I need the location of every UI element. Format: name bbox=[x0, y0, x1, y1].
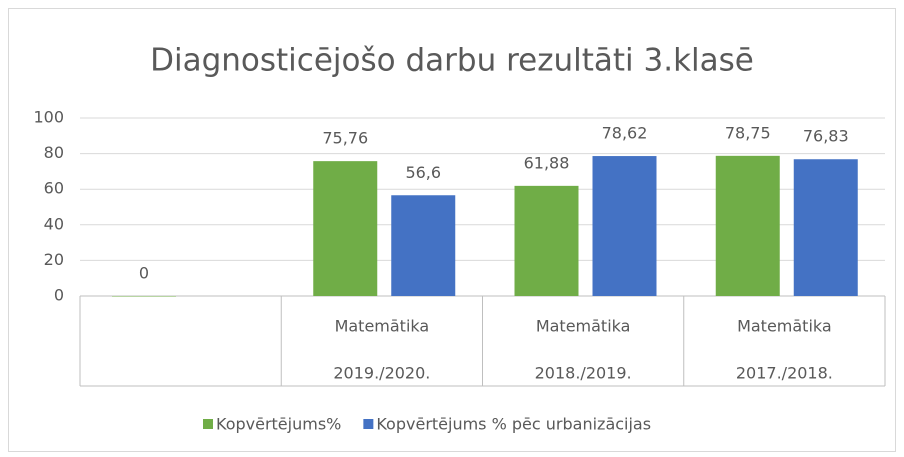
legend-swatch bbox=[363, 419, 374, 429]
data-label: 78,75 bbox=[725, 123, 771, 142]
y-tick-label: 60 bbox=[44, 179, 64, 198]
x-tick-label: 2017./2018. bbox=[736, 364, 833, 383]
y-tick-label: 40 bbox=[44, 214, 64, 233]
data-label: 61,88 bbox=[524, 153, 570, 172]
y-tick-label: 80 bbox=[44, 143, 64, 162]
data-label: 76,83 bbox=[803, 127, 849, 146]
data-label: 56,6 bbox=[405, 163, 441, 182]
data-label: 78,62 bbox=[602, 124, 648, 143]
y-tick-label: 0 bbox=[54, 286, 64, 305]
y-tick-label: 20 bbox=[44, 250, 64, 269]
bar bbox=[112, 296, 176, 297]
bar bbox=[793, 159, 858, 296]
legend-label: Kopvērtējums % pēc urbanizācijas bbox=[376, 415, 651, 434]
bar bbox=[715, 155, 780, 296]
y-tick-label: 100 bbox=[33, 108, 64, 127]
bar bbox=[391, 195, 456, 296]
chart-title: Diagnosticējošo darbu rezultāti 3.klasē bbox=[150, 43, 754, 79]
legend-swatch bbox=[203, 419, 213, 429]
data-label: 75,76 bbox=[322, 129, 368, 148]
x-tick-label: 2018./2019. bbox=[535, 364, 632, 383]
bar bbox=[514, 185, 579, 296]
data-label: 0 bbox=[139, 264, 149, 283]
bar bbox=[313, 161, 378, 296]
legend-label: Kopvērtējums% bbox=[216, 415, 341, 434]
x-tick-label: Matemātika bbox=[737, 317, 832, 336]
x-tick-label: Matemātika bbox=[335, 317, 430, 336]
x-tick-label: 2019./2020. bbox=[333, 364, 430, 383]
bar bbox=[592, 156, 657, 296]
x-tick-label: Matemātika bbox=[536, 317, 631, 336]
